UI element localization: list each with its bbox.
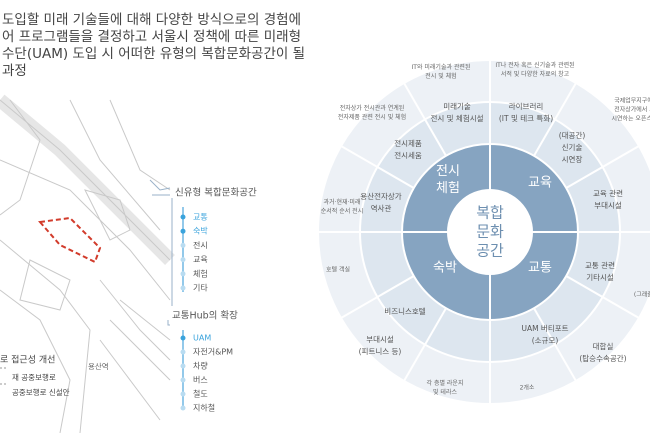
bullet (180, 257, 186, 263)
panel-item: 철도 (193, 389, 208, 399)
divider (533, 82, 577, 157)
divider (403, 82, 447, 157)
panel-item: 버스 (193, 375, 208, 385)
middle-label: 교육 관련 (593, 188, 623, 198)
access-label: 재 공중보행로 (12, 372, 56, 382)
panel-item: 전시 (193, 240, 208, 250)
middle-label: (피트니스 등) (359, 347, 402, 356)
middle-label: 기타시설 (586, 273, 614, 282)
panel-item: 체험 (193, 268, 208, 278)
center-label: 문화 (476, 223, 504, 241)
outer-label: 전시 및 체험 (425, 72, 456, 80)
inner-label: 교육 (528, 176, 552, 191)
outer-label: 시연하는 오픈스페이스 (611, 115, 650, 123)
inner-label: 전시 (436, 164, 460, 179)
panel-item: 숙박 (193, 226, 208, 236)
outer-label: 과거·현재·미래 (324, 198, 361, 206)
middle-label: 신기술 (562, 143, 583, 152)
inner-label: 숙박 (433, 261, 457, 276)
intro-line: 도입할 미래 기술들에 대해 다양한 방식으로의 경험에 (2, 12, 301, 28)
panel-item: 지하철 (193, 403, 215, 413)
map (0, 94, 184, 433)
access-label: 공중보행로 신설안 (12, 387, 70, 397)
middle-label: 전시세움 (394, 150, 422, 160)
divider (403, 307, 447, 382)
outer-label: IT나 전자 혹은 신기술과 관련된 (495, 61, 574, 69)
bullet (180, 349, 186, 355)
middle-label: (소규모) (532, 336, 559, 345)
middle-label: 미래기술 (443, 102, 471, 111)
outer-label: 각 층별 라운지 (427, 379, 464, 387)
outer-label: (그래출, 약 (634, 291, 650, 299)
panel-item: 기타 (193, 284, 208, 293)
middle-label: 부대시설 (594, 201, 622, 210)
outer-label: 전자제품 관련 전시 및 체험 (338, 113, 406, 121)
bullet (180, 242, 186, 248)
middle-label: 역사관 (371, 203, 392, 213)
bullet (180, 335, 186, 341)
middle-label: 전시 및 체험시설 (430, 113, 483, 123)
center-label: 복합 (476, 204, 504, 222)
panel-title: 신유형 복합문화공간 (175, 188, 257, 199)
panel-item: 교육 (193, 255, 208, 264)
middle-label: 용산전자상가 (360, 191, 401, 201)
center-label: 공간 (476, 242, 504, 260)
bullet (180, 228, 186, 234)
outer-label: 전자상가에서 시제품 (614, 106, 650, 114)
bullet (180, 377, 186, 383)
inner-label: 체험 (436, 181, 460, 196)
access-label: 로 접근성 개선 (0, 354, 55, 366)
intro-line: 어 프로그램들을 결정하고 서울시 정책에 따른 미래형 (2, 29, 301, 45)
bullet (180, 363, 186, 369)
panel-title: 교통Hub의 확장 (172, 310, 238, 322)
outer-label: IT와 미래기술과 관련된 (412, 63, 471, 71)
outer-label: 호텔 객실 (326, 266, 350, 274)
middle-label: 부대시설 (366, 335, 394, 344)
middle-label: (대공간) (559, 130, 586, 140)
panel-item: 교통 (193, 213, 208, 222)
outer-label: 서적 및 다양한 자료의 창고 (501, 70, 570, 78)
divider (565, 145, 640, 189)
divider (533, 307, 577, 382)
bullet (180, 285, 186, 291)
outer-label: 국제업무지구에서 나 (614, 97, 650, 105)
divider (340, 145, 415, 189)
middle-label: 전시제품 (394, 138, 422, 148)
middle-label: 라이브러리 (509, 101, 544, 111)
panel-item: UAM (193, 334, 211, 343)
panel-item: 차량 (193, 361, 208, 371)
outer-label: 전자상가 전시관과 연계된 (340, 104, 405, 112)
middle-label: UAM 버티포트 (521, 323, 568, 333)
middle-label: 교통 관련 (585, 260, 615, 270)
bullet (180, 391, 186, 397)
middle-label: 비즈니스호텔 (384, 307, 425, 316)
bullet (180, 271, 186, 277)
middle-label: 시연장 (562, 154, 583, 164)
middle-label: 대합실 (593, 341, 614, 351)
outer-label: 및 테라스 (433, 388, 457, 396)
intro-line: 수단(UAM) 도입 시 어떠한 유형의 복합문화공간이 될 (2, 46, 305, 62)
bullet (180, 214, 186, 220)
middle-label: (IT 및 테크 특화) (499, 113, 553, 123)
bullet (180, 405, 186, 411)
divider (565, 275, 640, 319)
middle-label: (탑승수속공간) (579, 353, 626, 363)
circle-diagram (317, 59, 650, 405)
intro-line: 과정 (2, 63, 27, 79)
outer-label: 2개소 (520, 384, 535, 392)
outer-label: 순서적 순서 전시 (321, 207, 363, 215)
divider (340, 275, 415, 319)
station-label: 용산역 (88, 361, 109, 371)
inner-label: 교통 (528, 261, 552, 276)
panel-item: 자전거&PM (193, 347, 233, 357)
